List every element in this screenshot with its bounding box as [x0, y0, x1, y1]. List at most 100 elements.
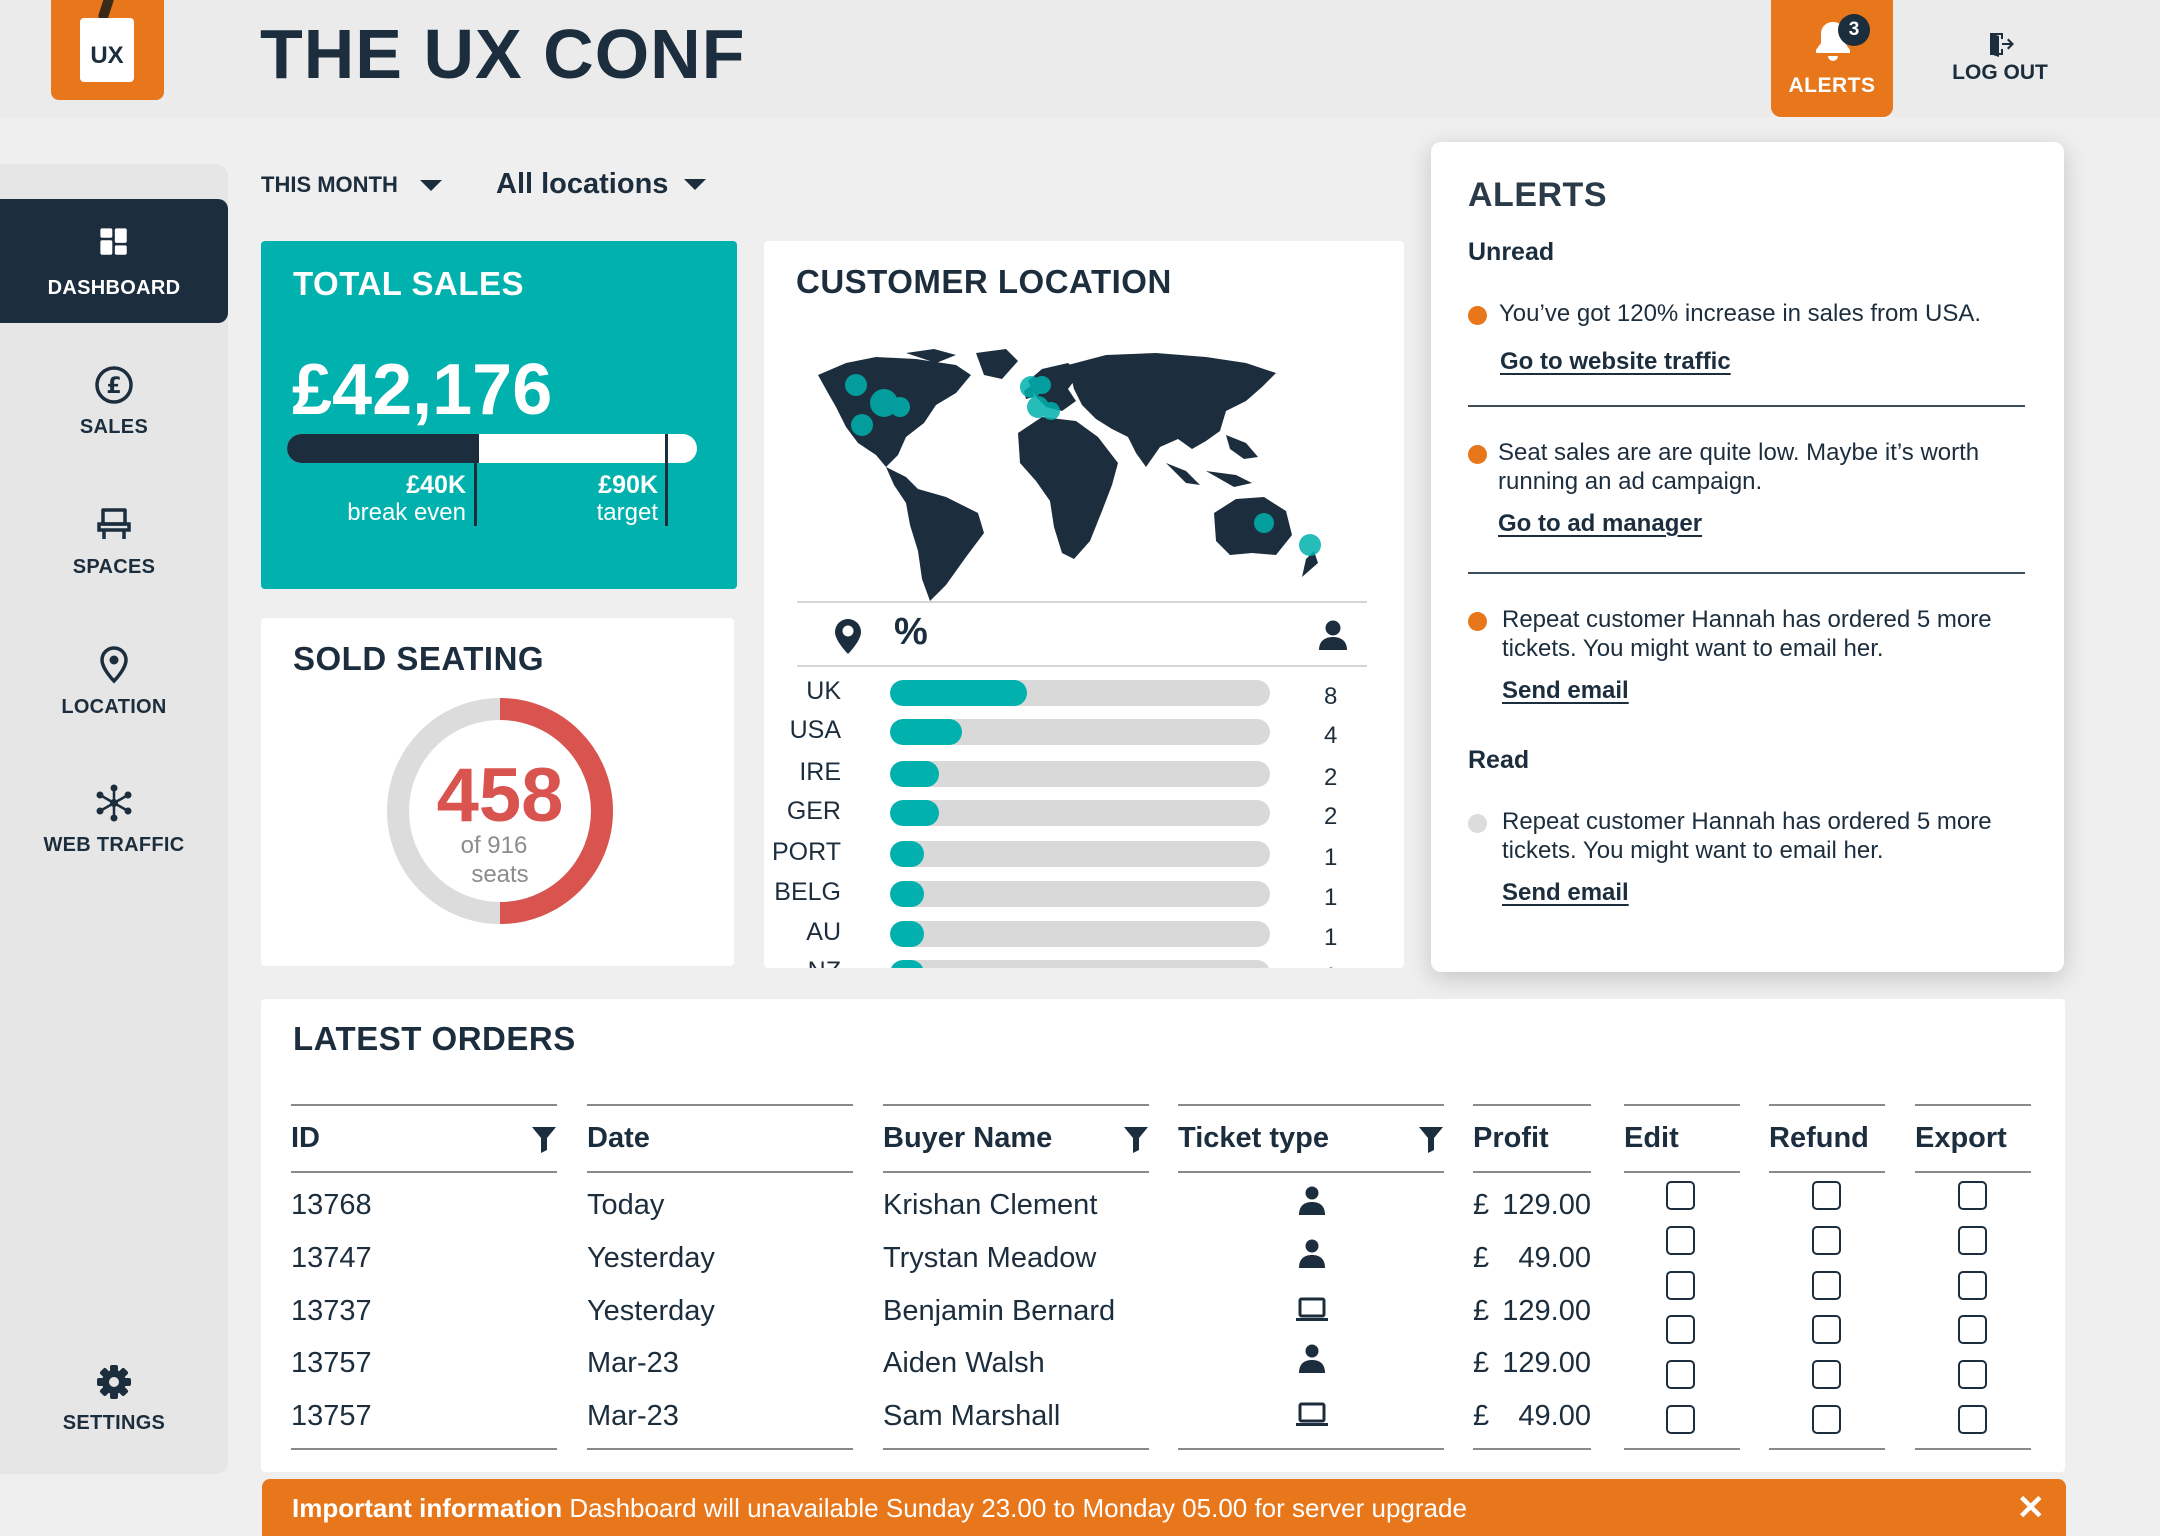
column-header: Date — [587, 1122, 650, 1154]
column-header[interactable]: ID — [291, 1122, 320, 1154]
location-row: AU 1 — [764, 918, 1364, 951]
country-count: 2 — [1324, 764, 1338, 791]
country-bar-track — [890, 921, 1270, 947]
country-code: USA — [789, 716, 841, 744]
location-pin-icon — [835, 619, 861, 654]
location-row: GER 2 — [764, 797, 1364, 830]
target-label: £90K target — [541, 471, 658, 527]
order-profit: 49.00 — [1518, 1400, 1591, 1432]
export-checkbox[interactable] — [1958, 1405, 1987, 1434]
donut-arc — [499, 698, 613, 924]
edit-checkbox[interactable] — [1666, 1226, 1695, 1255]
dashboard-icon — [100, 228, 127, 255]
order-profit: 129.00 — [1502, 1189, 1591, 1221]
location-row: NZ 1 — [764, 957, 1364, 968]
refund-checkbox[interactable] — [1812, 1226, 1841, 1255]
column-header[interactable]: Ticket type — [1178, 1122, 1329, 1154]
unread-heading: Unread — [1468, 238, 1555, 266]
divider — [1468, 405, 2025, 407]
edit-checkbox[interactable] — [1666, 1360, 1695, 1389]
export-checkbox[interactable] — [1958, 1181, 1987, 1210]
alert-link-website-traffic[interactable]: Go to website traffic — [1500, 348, 1731, 375]
laptop-icon — [1296, 1297, 1328, 1321]
country-count: 2 — [1324, 803, 1338, 830]
edit-checkbox[interactable] — [1666, 1271, 1695, 1300]
order-profit: 129.00 — [1502, 1347, 1591, 1379]
order-profit: 129.00 — [1502, 1295, 1591, 1327]
sidebar-item-web-traffic[interactable]: WEB TRAFFIC — [0, 758, 228, 882]
unread-dot — [1468, 445, 1487, 464]
column-header: Export — [1915, 1122, 2007, 1154]
buyer-name: Trystan Meadow — [883, 1242, 1097, 1274]
country-bar-fill — [890, 680, 1027, 706]
country-bar-fill — [890, 960, 924, 968]
break-even-text: break even — [347, 499, 466, 526]
sidebar-item-dashboard[interactable]: DASHBOARD — [0, 199, 228, 323]
refund-checkbox[interactable] — [1812, 1181, 1841, 1210]
edit-checkbox[interactable] — [1666, 1315, 1695, 1344]
location-dropdown[interactable]: All locations — [496, 168, 707, 201]
export-checkbox[interactable] — [1958, 1271, 1987, 1300]
sidebar-item-location[interactable]: LOCATION — [0, 619, 228, 743]
column-header[interactable]: Buyer Name — [883, 1122, 1053, 1154]
alert-link-send-email[interactable]: Send email — [1502, 677, 1629, 704]
sidebar-item-settings[interactable]: SETTINGS — [0, 1344, 228, 1468]
logo[interactable]: UX — [51, 0, 164, 100]
unread-dot — [1468, 306, 1487, 325]
customer-location-card: CUSTOMER LOCATION — [764, 241, 1404, 968]
edit-checkbox[interactable] — [1666, 1405, 1695, 1434]
refund-checkbox[interactable] — [1812, 1360, 1841, 1389]
alert-text: Repeat customer Hannah has ordered 5 mor… — [1502, 808, 1992, 864]
buyer-name: Krishan Clement — [883, 1189, 1098, 1221]
read-heading: Read — [1468, 746, 1530, 774]
edit-checkbox[interactable] — [1666, 1181, 1695, 1210]
person-icon — [1299, 1186, 1325, 1215]
country-bar-track — [890, 680, 1270, 706]
alerts-button[interactable]: 3 ALERTS — [1771, 0, 1893, 117]
currency-symbol: £ — [1473, 1347, 1490, 1379]
sidebar: DASHBOARD £ SALES SPACES LOCATION — [0, 164, 228, 1474]
refund-checkbox[interactable] — [1812, 1315, 1841, 1344]
period-dropdown[interactable]: THIS MONTH — [261, 172, 442, 198]
logout-button[interactable]: LOG OUT — [1948, 28, 2052, 98]
export-checkbox[interactable] — [1958, 1360, 1987, 1389]
export-checkbox[interactable] — [1958, 1315, 1987, 1344]
sidebar-item-label: LOCATION — [61, 696, 167, 718]
sidebar-item-label: WEB TRAFFIC — [43, 834, 185, 856]
sidebar-item-label: SPACES — [72, 556, 156, 578]
column-bottom-line — [291, 1448, 557, 1450]
filter-icon[interactable] — [531, 1125, 557, 1153]
order-id: 13737 — [291, 1295, 372, 1327]
alert-link-send-email[interactable]: Send email — [1502, 879, 1629, 906]
sidebar-item-sales[interactable]: £ SALES — [0, 340, 228, 464]
order-date: Mar-23 — [587, 1347, 679, 1379]
period-dropdown-label: THIS MONTH — [261, 172, 398, 197]
break-even-value: £40K — [406, 471, 466, 499]
sold-seating-card: SOLD SEATING 458 of 916 seats — [261, 618, 734, 966]
banner-strong: Important information — [292, 1493, 563, 1523]
refund-checkbox[interactable] — [1812, 1405, 1841, 1434]
refund-checkbox[interactable] — [1812, 1271, 1841, 1300]
country-bar-track — [890, 881, 1270, 907]
country-code: NZ — [808, 957, 841, 968]
sidebar-item-label: SALES — [79, 416, 149, 438]
currency-symbol: £ — [1473, 1189, 1490, 1221]
sidebar-item-spaces[interactable]: SPACES — [0, 479, 228, 603]
banner-text: Dashboard will unavailable Sunday 23.00 … — [569, 1493, 1467, 1523]
column-header-line — [883, 1171, 1149, 1173]
order-id: 13747 — [291, 1242, 372, 1274]
location-row: UK 8 — [764, 677, 1364, 710]
country-code: UK — [806, 677, 841, 705]
seats-sold-value: 458 — [436, 753, 564, 838]
export-checkbox[interactable] — [1958, 1226, 1987, 1255]
filter-icon[interactable] — [1418, 1125, 1444, 1153]
important-info-banner: Important information Dashboard will una… — [262, 1479, 2066, 1536]
column-top-line — [1178, 1104, 1444, 1106]
country-bar-fill — [890, 761, 939, 787]
country-bar-track — [890, 761, 1270, 787]
filter-icon[interactable] — [1123, 1125, 1149, 1153]
alert-link-ad-manager[interactable]: Go to ad manager — [1498, 510, 1703, 537]
close-icon[interactable]: ✕ — [2016, 1489, 2046, 1527]
order-date: Mar-23 — [587, 1400, 679, 1432]
column-bottom-line — [587, 1448, 853, 1450]
